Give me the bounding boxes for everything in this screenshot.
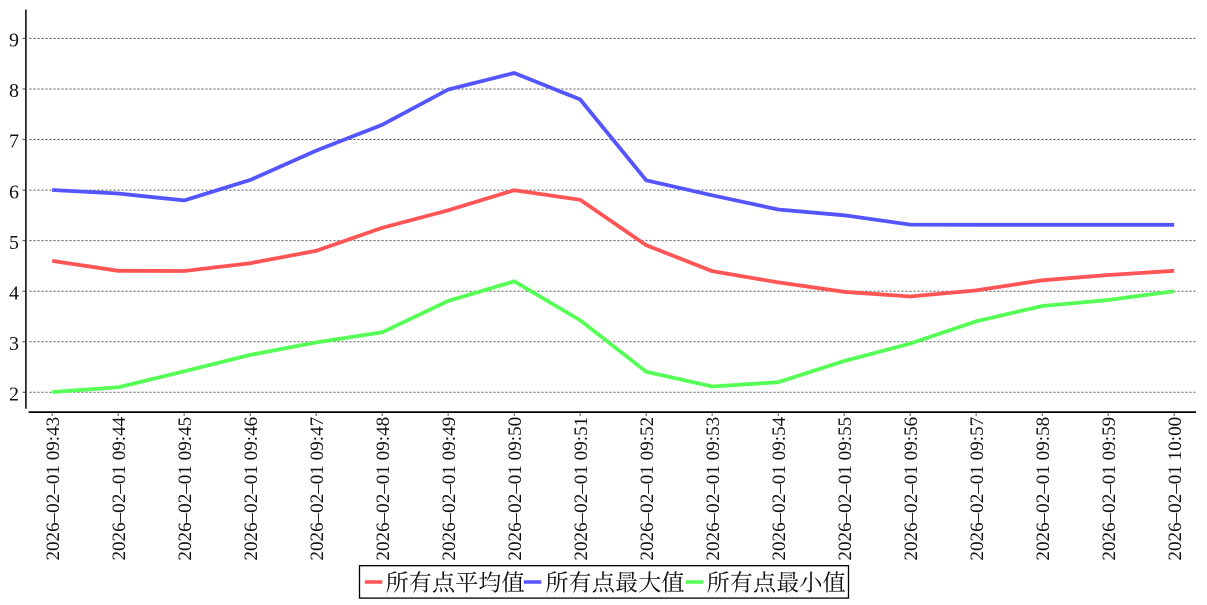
svg-text:2026–02–01 09:46: 2026–02–01 09:46 [241, 417, 262, 561]
svg-text:7: 7 [9, 131, 19, 153]
svg-text:2026–02–01 09:59: 2026–02–01 09:59 [1099, 417, 1120, 561]
svg-text:2026–02–01 09:54: 2026–02–01 09:54 [769, 416, 790, 560]
svg-text:2026–02–01 09:49: 2026–02–01 09:49 [439, 417, 460, 561]
svg-text:2026–02–01 09:52: 2026–02–01 09:52 [637, 417, 658, 561]
svg-text:2026–02–01 09:58: 2026–02–01 09:58 [1033, 417, 1054, 561]
svg-text:2026–02–01 09:51: 2026–02–01 09:51 [571, 417, 592, 561]
svg-text:2026–02–01 09:43: 2026–02–01 09:43 [43, 417, 64, 561]
svg-text:2026–02–01 09:56: 2026–02–01 09:56 [901, 417, 922, 561]
svg-text:4: 4 [9, 282, 19, 304]
svg-text:2026–02–01 09:50: 2026–02–01 09:50 [505, 417, 526, 561]
svg-text:2026–02–01 09:48: 2026–02–01 09:48 [373, 417, 394, 561]
svg-text:3: 3 [9, 333, 19, 355]
svg-text:9: 9 [9, 30, 19, 52]
svg-text:2026–02–01 09:44: 2026–02–01 09:44 [109, 416, 130, 560]
svg-text:2026–02–01 09:57: 2026–02–01 09:57 [967, 417, 988, 561]
svg-text:2026–02–01 09:55: 2026–02–01 09:55 [835, 417, 856, 561]
svg-text:5: 5 [9, 232, 19, 254]
svg-text:2: 2 [9, 384, 19, 406]
svg-text:2026–02–01 10:00: 2026–02–01 10:00 [1165, 417, 1186, 561]
svg-text:2026–02–01 09:47: 2026–02–01 09:47 [307, 417, 328, 561]
svg-text:6: 6 [9, 181, 19, 203]
svg-text:8: 8 [9, 80, 19, 102]
svg-text:2026–02–01 09:45: 2026–02–01 09:45 [175, 417, 196, 561]
svg-text:2026–02–01 09:53: 2026–02–01 09:53 [703, 417, 724, 561]
